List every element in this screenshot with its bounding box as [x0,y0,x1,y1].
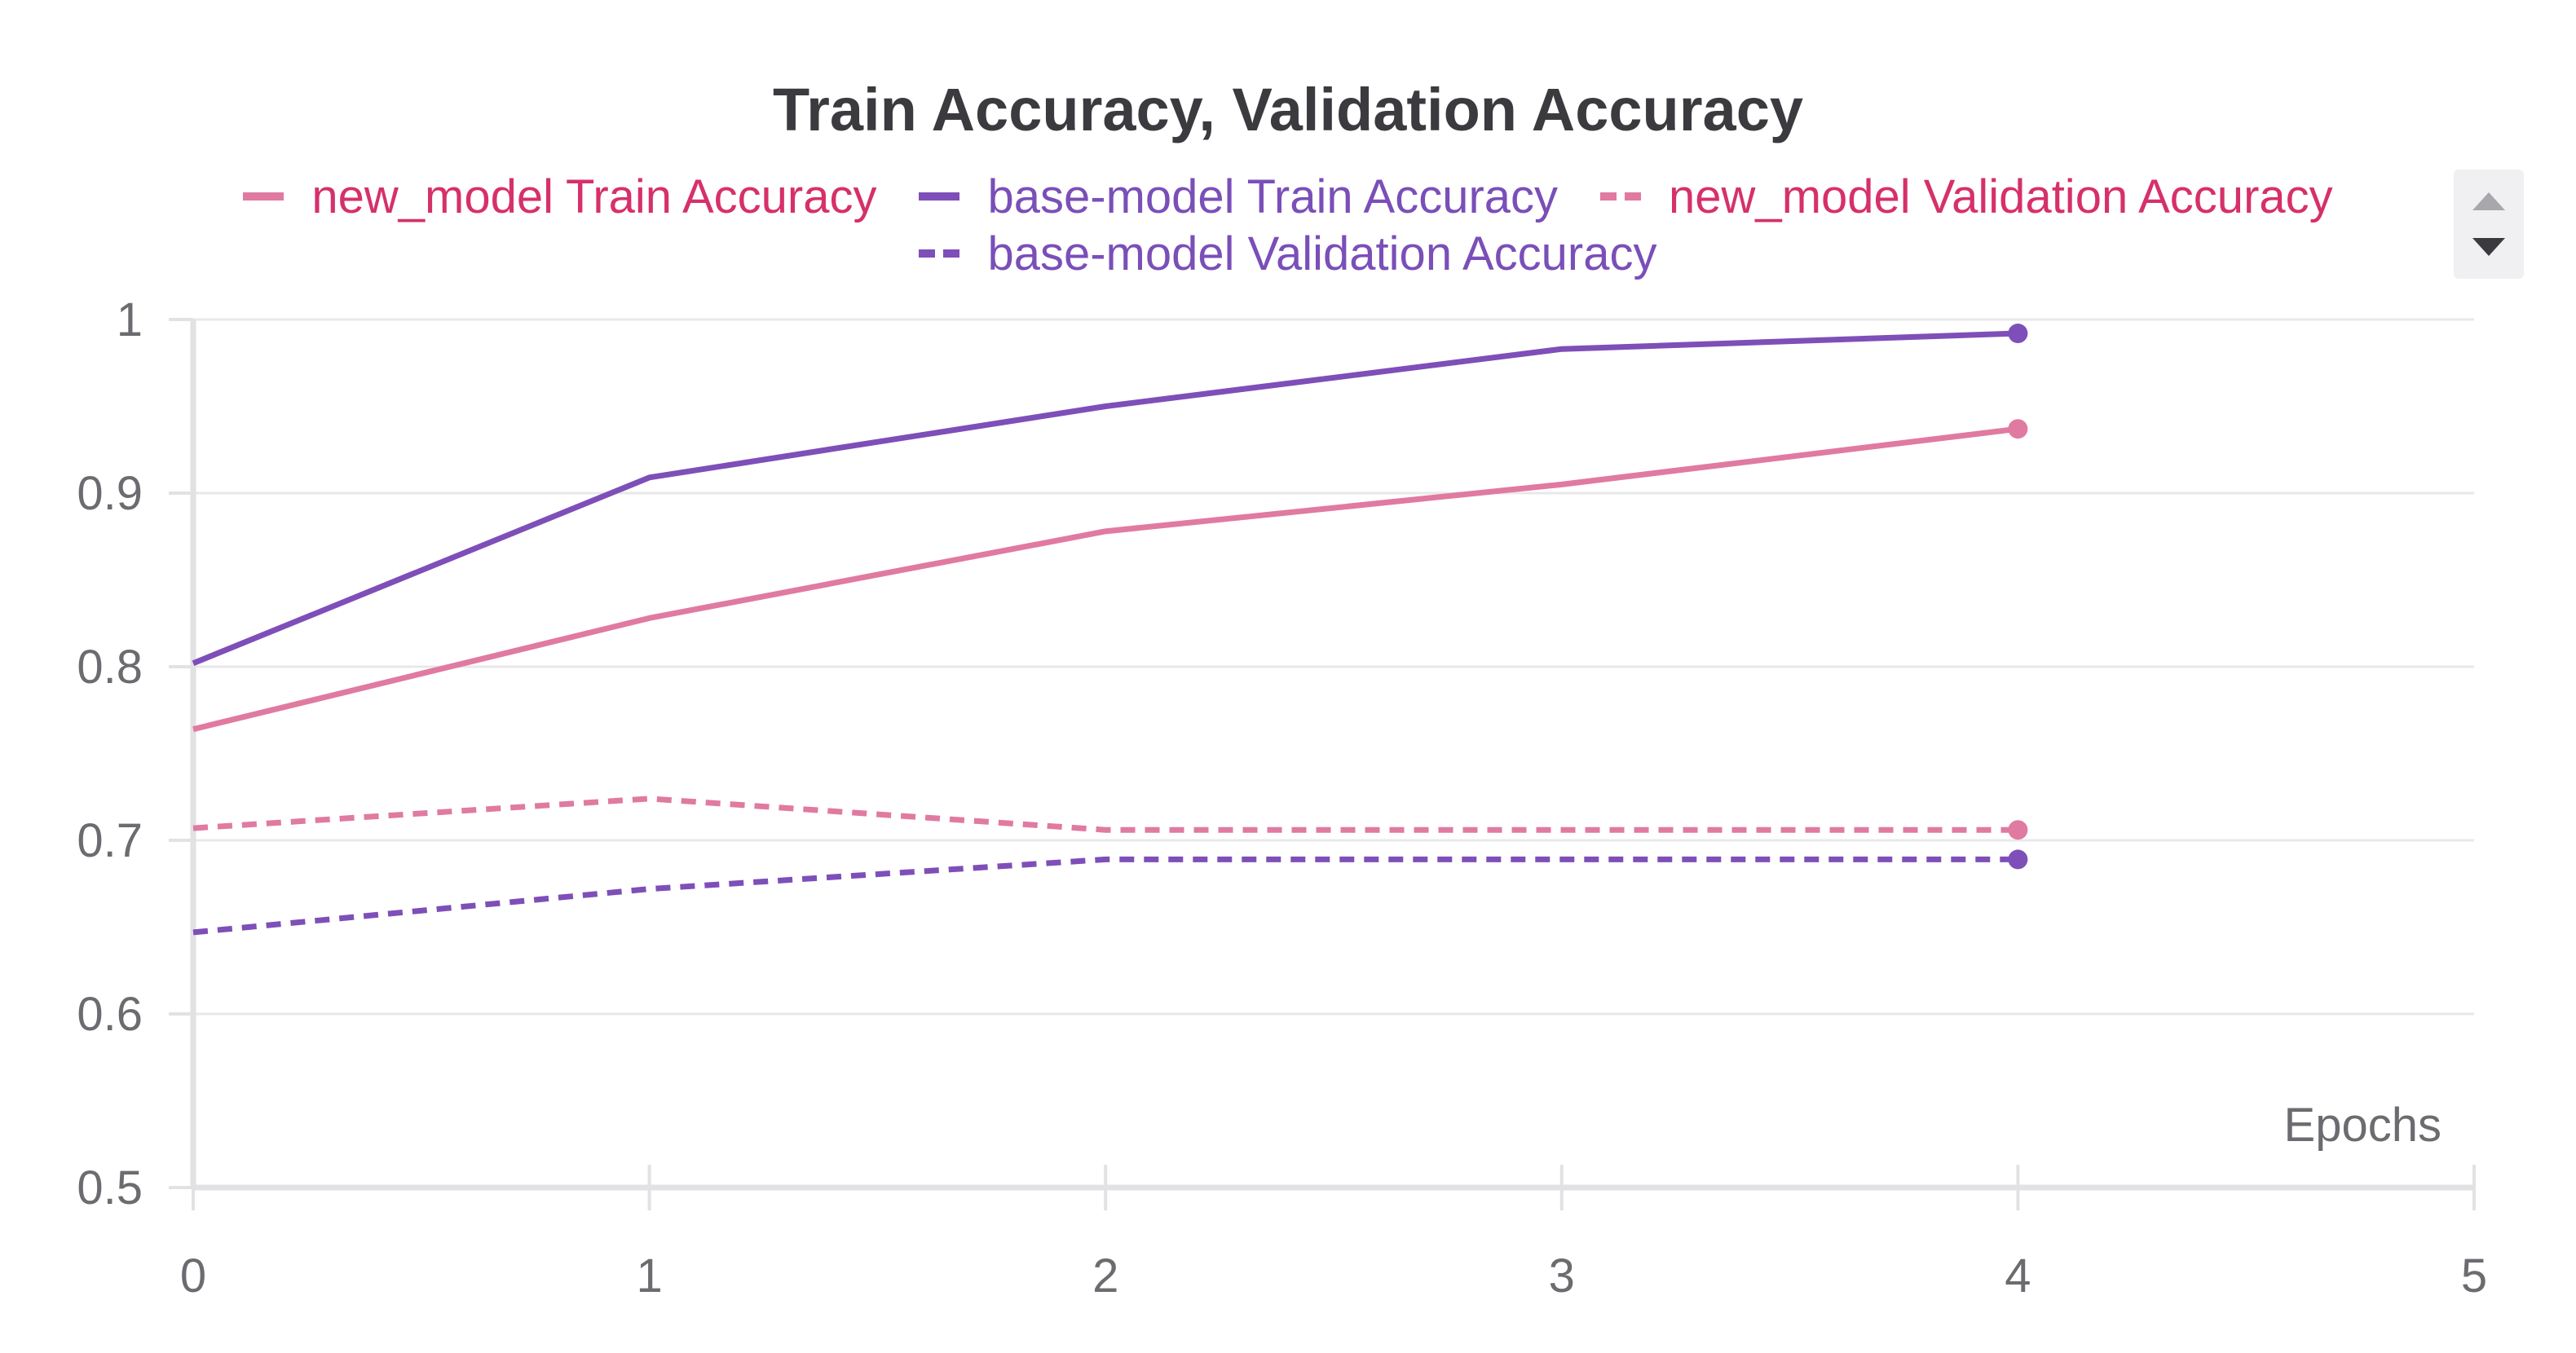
series-end-marker-3 [2008,849,2028,870]
legend-swatch-dashed-purple [919,249,960,258]
legend-swatch-solid-purple [919,192,960,201]
legend-swatch-solid-pink [243,192,285,201]
x-axis-label: Epochs [2284,1099,2441,1152]
x-tick-label: 4 [2005,1249,2031,1302]
y-tick-label: 0.5 [77,1161,143,1214]
tick-labels: 0.5 0.6 0.7 0.8 0.9 1 0 1 2 3 4 5 [77,293,2487,1302]
x-tick-label: 0 [180,1249,206,1302]
legend-row-1: new_model Train Accuracy base-model Trai… [0,168,2576,225]
series-end-marker-1 [2008,324,2028,344]
legend-item-new-model-train[interactable]: new_model Train Accuracy [243,170,876,224]
y-tick-label: 0.6 [77,988,143,1041]
triangle-down-icon[interactable] [2472,238,2505,256]
series-end-marker-0 [2008,419,2028,439]
y-tick-label: 0.9 [77,467,143,520]
legend-swatch-dashed-pink [1600,192,1642,201]
legend-scroll-control [2454,170,2524,279]
legend-label: base-model Train Accuracy [987,170,1559,223]
legend-item-new-model-validation[interactable]: new_model Validation Accuracy [1600,170,2333,224]
series-line-0 [192,425,2018,733]
x-tick-label: 3 [1549,1249,1575,1302]
chart-title: Train Accuracy, Validation Accuracy [772,76,1804,143]
series-line-1 [192,330,2018,666]
x-tick-label: 5 [2461,1249,2487,1302]
series-line-2 [192,795,2018,833]
legend-label: new_model Validation Accuracy [1669,170,2333,223]
series-line-3 [192,856,2018,936]
x-tick-label: 2 [1092,1249,1118,1302]
triangle-up-icon[interactable] [2472,192,2505,210]
gridlines [193,318,2474,1016]
legend-label: base-model Validation Accuracy [987,227,1657,280]
x-tick-label: 1 [636,1249,662,1302]
legend-item-base-model-validation[interactable]: base-model Validation Accuracy [919,227,1657,281]
y-tick-label: 0.8 [77,641,143,694]
legend-item-base-model-train[interactable]: base-model Train Accuracy [919,170,1558,224]
series-lines [192,324,2028,936]
axes [169,318,2476,1210]
legend-label: new_model Train Accuracy [311,170,877,223]
y-tick-label: 1 [117,293,143,346]
y-tick-label: 0.7 [77,814,143,867]
legend-row-2: base-model Validation Accuracy [0,225,2576,282]
series-end-marker-2 [2008,820,2028,840]
